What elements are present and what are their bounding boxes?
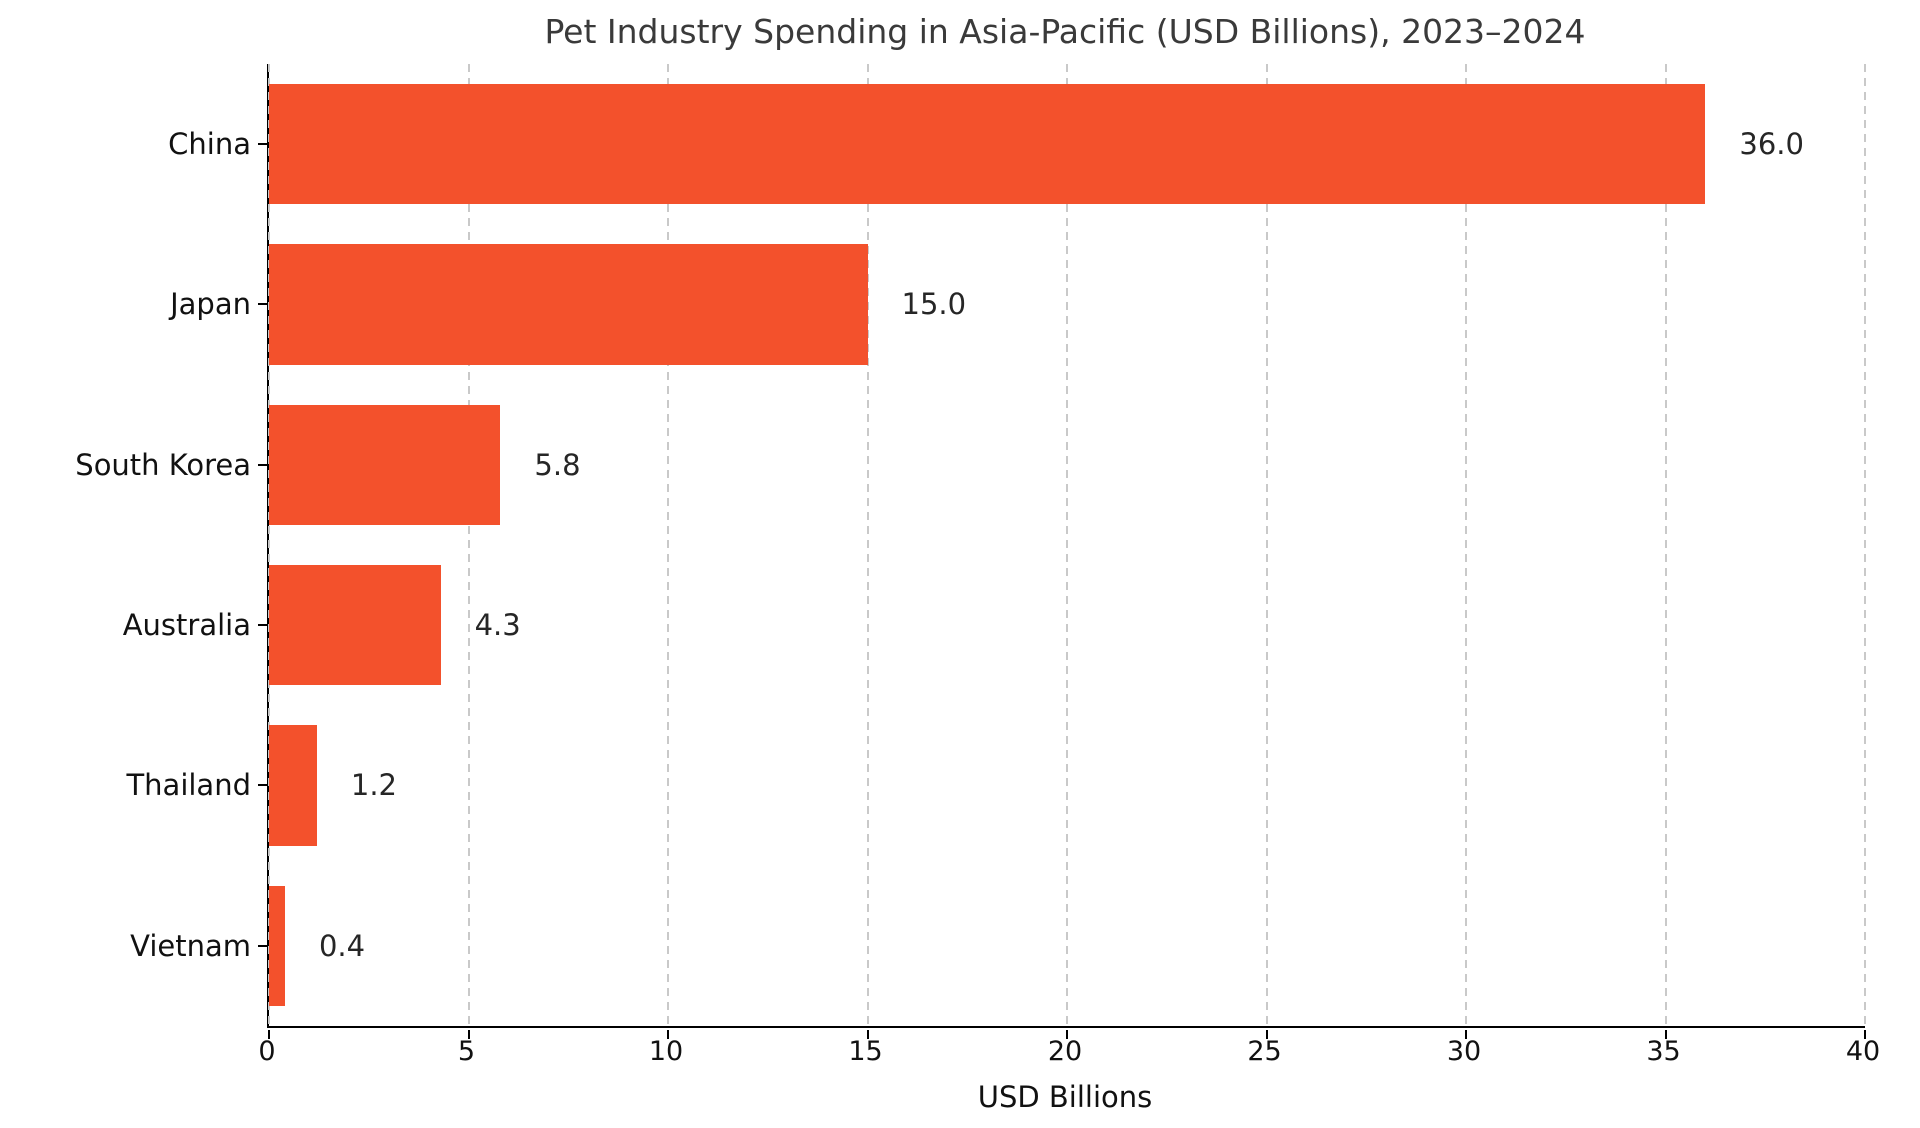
bar-row-vietnam: Vietnam 0.4 xyxy=(130,866,1865,1026)
bar-row-south-korea: South Korea 5.8 xyxy=(75,385,1865,545)
x-tick-label: 25 xyxy=(1247,1036,1282,1067)
x-tick-label: 20 xyxy=(1047,1036,1083,1067)
value-label-japan: 15.0 xyxy=(901,287,967,322)
y-tickmark xyxy=(258,944,267,947)
x-tick-label: 40 xyxy=(1845,1036,1881,1067)
x-tickmark xyxy=(268,1030,270,1039)
gridline xyxy=(667,64,669,1026)
x-tick-label: 5 xyxy=(457,1036,476,1067)
x-tickmark xyxy=(467,1030,470,1039)
x-axis-label: USD Billions xyxy=(977,1080,1153,1114)
y-tickmark xyxy=(258,624,267,627)
bar-vietnam xyxy=(269,885,285,1006)
value-label-vietnam: 0.4 xyxy=(318,928,366,963)
bar-row-china: China 36.0 xyxy=(168,64,1865,224)
gridline xyxy=(1265,64,1268,1026)
chart-title: Pet Industry Spending in Asia-Pacific (U… xyxy=(544,12,1586,51)
x-tickmark xyxy=(1664,1030,1667,1039)
x-tickmark xyxy=(1066,1030,1068,1039)
value-label-south-korea: 5.8 xyxy=(534,447,581,482)
bar-china xyxy=(269,84,1706,205)
x-tick-label: 10 xyxy=(648,1036,684,1067)
x-axis-ticklabels: 0 5 10 15 20 25 30 35 40 xyxy=(258,1036,1880,1072)
y-tickmark xyxy=(258,303,267,306)
x-tickmark xyxy=(1265,1030,1268,1039)
value-label-thailand: 1.2 xyxy=(350,768,397,803)
x-tick-label: 35 xyxy=(1646,1036,1681,1067)
x-axis-tickmarks xyxy=(268,1028,1866,1039)
gridline xyxy=(1465,64,1467,1026)
category-label-australia: Australia xyxy=(122,608,251,643)
x-tick-label: 15 xyxy=(848,1036,883,1067)
bar-japan xyxy=(269,244,868,365)
gridline xyxy=(268,64,270,1026)
gridline xyxy=(1066,64,1068,1026)
x-tick-label: 30 xyxy=(1446,1036,1482,1067)
category-label-south-korea: South Korea xyxy=(75,447,251,482)
bar-row-japan: Japan 15.0 xyxy=(170,224,1865,384)
x-tickmark xyxy=(1864,1030,1866,1039)
bar-rows: China 36.0 Japan 15.0 South Korea 5.8 Australi… xyxy=(75,64,1865,1026)
value-label-china: 36.0 xyxy=(1739,127,1804,162)
category-label-china: China xyxy=(168,127,251,162)
category-label-thailand: Thailand xyxy=(126,768,251,803)
gridline xyxy=(467,64,470,1026)
bar-australia xyxy=(269,565,441,686)
category-label-japan: Japan xyxy=(170,287,251,322)
gridline xyxy=(1864,64,1866,1026)
value-label-australia: 4.3 xyxy=(474,608,521,643)
gridlines xyxy=(268,64,1866,1026)
x-tickmark xyxy=(667,1030,669,1039)
x-tickmark xyxy=(1465,1030,1467,1039)
category-label-vietnam: Vietnam xyxy=(130,928,251,963)
bar-south-korea xyxy=(269,404,501,525)
gridline xyxy=(1664,64,1667,1026)
x-tickmark xyxy=(866,1030,869,1039)
plot-area: China 36.0 Japan 15.0 South Korea 5.8 Australi… xyxy=(75,64,1866,1039)
bar-thailand xyxy=(269,725,317,846)
bar-row-thailand: Thailand 1.2 xyxy=(126,705,1865,865)
y-tickmark xyxy=(258,463,267,466)
y-tickmark xyxy=(258,784,267,787)
gridline xyxy=(866,64,869,1026)
bar-row-australia: Australia 4.3 xyxy=(123,545,1865,705)
x-tick-label: 0 xyxy=(258,1036,276,1067)
y-tickmark xyxy=(258,143,267,146)
